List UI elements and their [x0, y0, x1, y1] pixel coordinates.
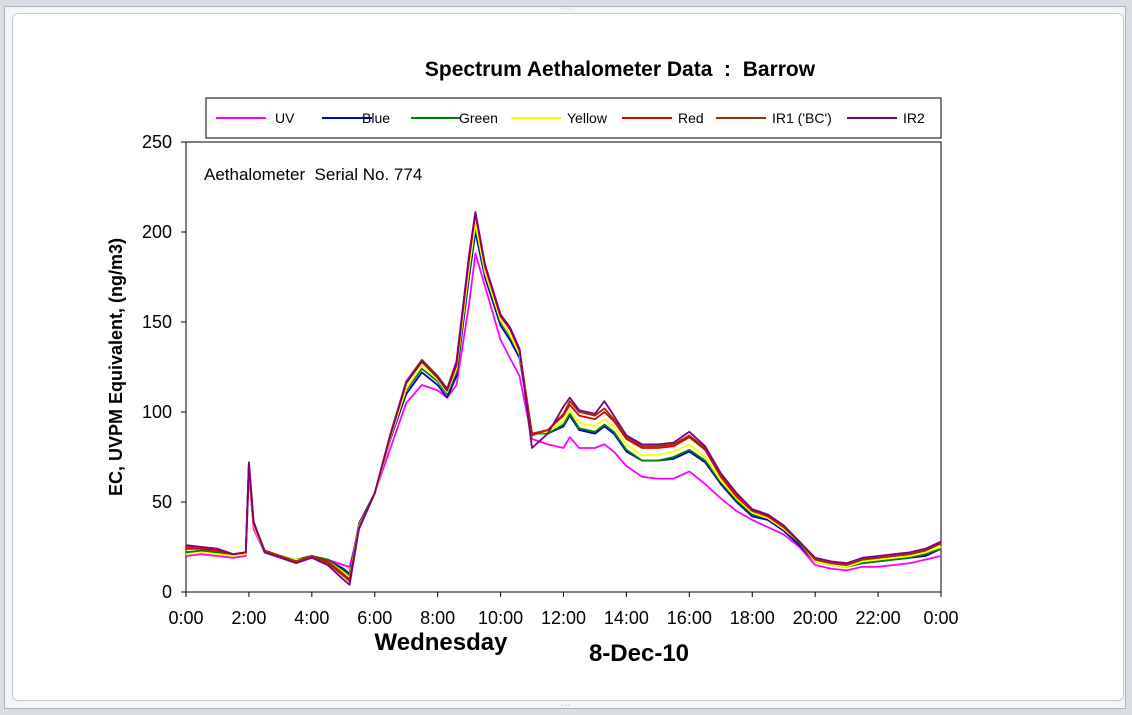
serial-annotation: Aethalometer Serial No. 774	[204, 165, 422, 184]
series-lines	[185, 211, 942, 586]
x-tick-label: 22:00	[856, 608, 901, 628]
legend-label: Blue	[362, 110, 390, 126]
x-axis: 0:00 2:00 4:00 6:00 8:00 10:00 12:00 14:00 16:00…	[168, 592, 959, 628]
x-tick-label: 4:00	[294, 608, 329, 628]
legend-items: UV Blue Green Yellow Red IR1 ('BC') IR2	[216, 110, 925, 126]
x-tick-label: 20:00	[793, 608, 838, 628]
y-tick-label: 0	[162, 582, 172, 602]
bottom-resize-handle[interactable]: ···	[561, 702, 571, 709]
x-tick-label: 6:00	[357, 608, 392, 628]
x-tick-label: 18:00	[730, 608, 775, 628]
x-tick-label: 8:00	[420, 608, 455, 628]
legend-label: UV	[275, 110, 295, 126]
legend-label: Red	[678, 110, 704, 126]
chart-title: Spectrum Aethalometer Data : Barrow	[425, 58, 816, 81]
x-tick-label: 0:00	[168, 608, 203, 628]
y-axis: 0 50 100 150 200 250	[142, 132, 186, 602]
plot-area	[185, 141, 942, 593]
x-axis-label-day: Wednesday	[375, 629, 509, 656]
x-tick-label: 2:00	[231, 608, 266, 628]
series-line-ir2	[185, 211, 942, 586]
legend-label: IR2	[903, 110, 925, 126]
x-axis-label-date: 8-Dec-10	[589, 640, 689, 667]
y-axis-label: EC, UVPM Equivalent, (ng/m3)	[106, 238, 126, 496]
top-resize-handle[interactable]: ···	[561, 5, 571, 12]
x-tick-label: 0:00	[923, 608, 958, 628]
x-tick-label: 12:00	[541, 608, 586, 628]
x-tick-label: 14:00	[604, 608, 649, 628]
y-tick-label: 150	[142, 312, 172, 332]
legend-label: Green	[459, 110, 498, 126]
legend-label: Yellow	[567, 110, 608, 126]
x-tick-label: 16:00	[667, 608, 712, 628]
y-tick-label: 200	[142, 222, 172, 242]
legend-label: IR1 ('BC')	[772, 110, 832, 126]
x-tick-label: 10:00	[478, 608, 523, 628]
y-tick-label: 50	[152, 492, 172, 512]
y-tick-label: 100	[142, 402, 172, 422]
y-tick-label: 250	[142, 132, 172, 152]
